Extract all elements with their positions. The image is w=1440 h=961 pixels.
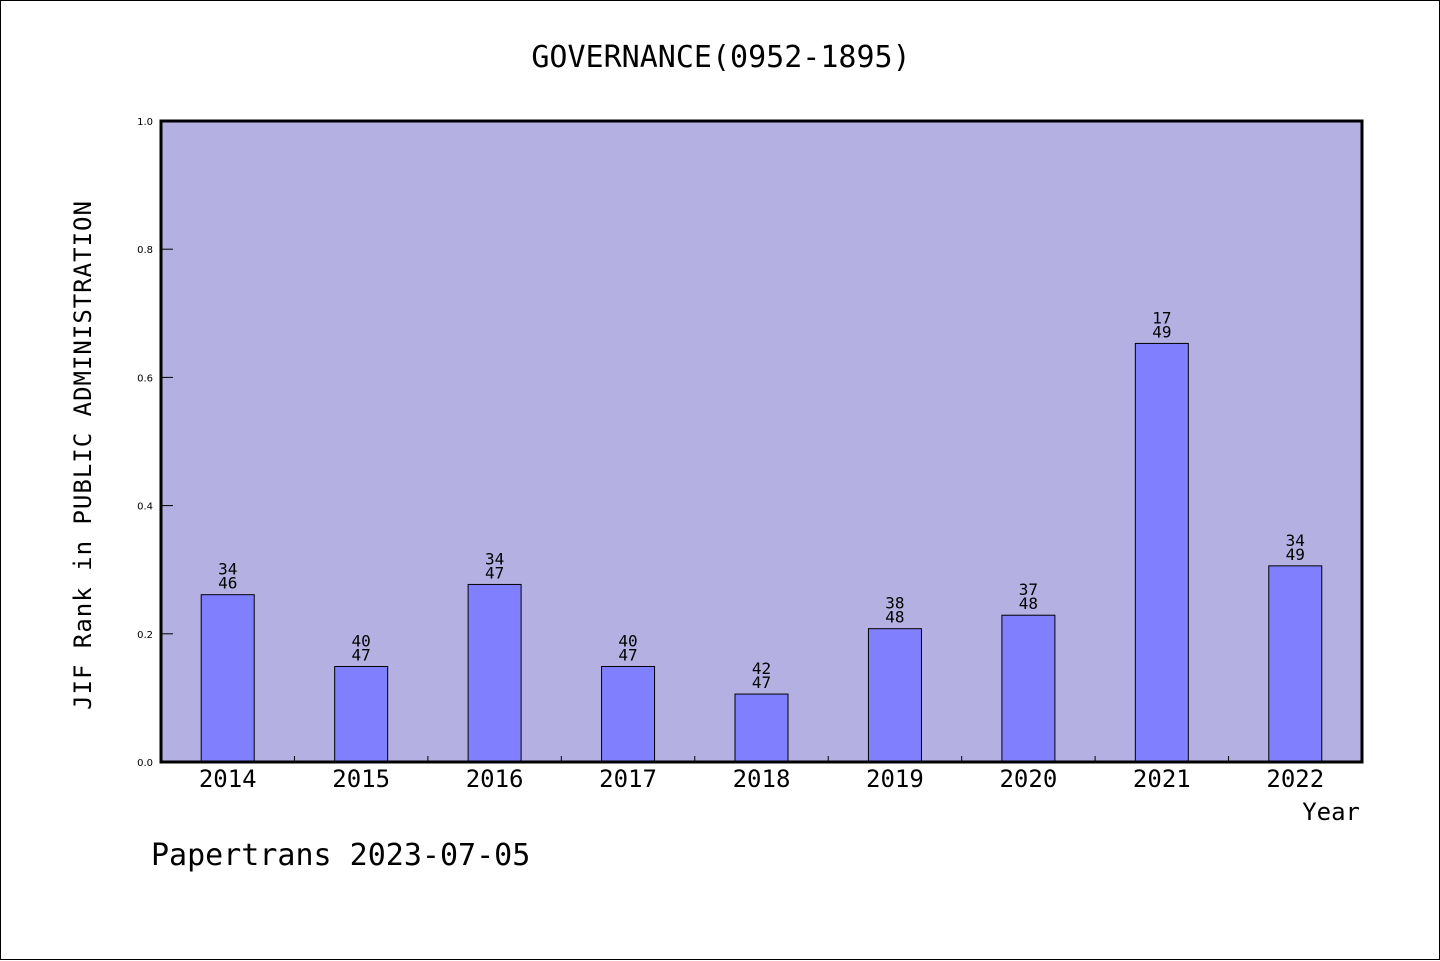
x-tick-label-2022: 2022	[1266, 765, 1324, 793]
bar-label-total-2017: 47	[618, 645, 637, 664]
bar-2014	[200, 594, 255, 763]
bar-label-total-2020: 48	[1019, 594, 1038, 613]
bar-label-total-2014: 46	[218, 574, 237, 593]
x-tick-label-2020: 2020	[999, 765, 1057, 793]
x-tick-label-2018: 2018	[733, 765, 791, 793]
bar-label-total-2019: 48	[885, 608, 904, 627]
bar-2017	[601, 665, 656, 763]
bar-label-rank-2014: 34	[218, 560, 237, 579]
bar-2016	[467, 583, 522, 763]
x-tick-label-2016: 2016	[466, 765, 524, 793]
bar-label-rank-2016: 34	[485, 549, 504, 568]
y-tick-label: 0.6	[137, 373, 153, 384]
bar-label-rank-2019: 38	[885, 594, 904, 613]
bar-2022	[1268, 565, 1323, 763]
bar-label-rank-2015: 40	[352, 631, 371, 650]
bar-label-rank-2017: 40	[618, 631, 637, 650]
y-tick-label: 1.0	[137, 117, 153, 128]
plot-border	[159, 119, 1364, 764]
y-tick-label: 0.2	[137, 630, 153, 641]
bar-label-total-2018: 47	[752, 673, 771, 692]
x-tick-label-2021: 2021	[1133, 765, 1191, 793]
bar-label-rank-2022: 34	[1286, 531, 1305, 550]
bar-label-rank-2021: 17	[1152, 308, 1171, 327]
x-tick-label-2017: 2017	[599, 765, 657, 793]
bar-2015	[334, 665, 389, 763]
bar-label-total-2022: 49	[1286, 545, 1305, 564]
bars-group	[200, 342, 1323, 763]
x-axis-ticks: 2014 2015 2016 2017 2018 2019 2020 2021 2022	[199, 756, 1324, 793]
y-axis-label: JIF Rank in PUBLIC ADMINISTRATION	[69, 200, 97, 710]
x-tick-label-2015: 2015	[332, 765, 390, 793]
chart-title: GOVERNANCE(0952-1895)	[531, 40, 910, 75]
y-tick-label: 0.4	[137, 502, 153, 513]
bar-2020	[1001, 614, 1056, 763]
y-tick-label: 0.0	[137, 758, 153, 769]
bar-label-total-2015: 47	[352, 645, 371, 664]
x-tick-label-2014: 2014	[199, 765, 257, 793]
y-tick-label: 0.8	[137, 245, 153, 256]
footer-text: Papertrans 2023-07-05	[151, 838, 530, 873]
bar-label-total-2016: 47	[485, 563, 504, 582]
bar-2018	[734, 693, 789, 763]
bar-label-rank-2020: 37	[1019, 580, 1038, 599]
x-axis-label: Year	[1302, 798, 1360, 826]
bar-label-total-2021: 49	[1152, 322, 1171, 341]
bar-2021	[1134, 342, 1189, 763]
bar-2019	[867, 628, 922, 763]
x-tick-label-2019: 2019	[866, 765, 924, 793]
bar-label-rank-2018: 42	[752, 659, 771, 678]
